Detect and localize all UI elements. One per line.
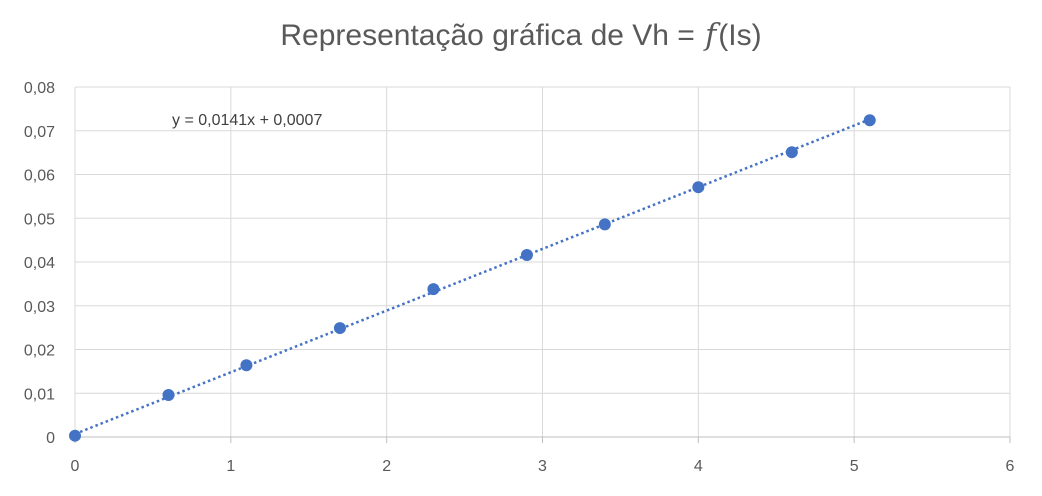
data-point [427, 283, 440, 296]
y-tick-label: 0,05 [24, 211, 55, 228]
y-tick-label: 0,03 [24, 299, 55, 316]
chart-title-prefix: Representação gráfica de Vh = [280, 19, 704, 52]
data-point [692, 181, 705, 194]
y-tick-label: 0,06 [24, 168, 55, 185]
y-tick-label: 0,04 [24, 255, 55, 272]
data-point [162, 389, 175, 401]
x-tick-label: 1 [226, 458, 235, 475]
chart-title-suffix: (Is) [718, 19, 762, 52]
data-point [520, 249, 533, 261]
chart-title: Representação gráfica de Vh = f(Is) [0, 18, 1042, 53]
data-point [69, 429, 81, 442]
chart-title-function: f [705, 18, 717, 53]
x-tick-label: 2 [382, 458, 391, 475]
data-point [598, 218, 611, 231]
data-point [240, 359, 253, 372]
y-tick-label: 0,08 [24, 80, 55, 97]
y-tick-label: 0,01 [24, 386, 55, 403]
y-tick-label: 0,07 [24, 124, 55, 141]
y-tick-label: 0 [46, 430, 55, 447]
trendline [74, 118, 871, 436]
x-tick-label: 5 [850, 458, 859, 475]
x-tick-label: 4 [694, 458, 703, 475]
x-tick-label: 3 [538, 458, 547, 475]
data-point [333, 322, 346, 335]
trendline-equation: y = 0,0141x + 0,0007 [172, 112, 322, 129]
x-tick-label: 0 [71, 458, 80, 475]
x-tick-label: 6 [1006, 458, 1015, 475]
y-tick-label: 0,02 [24, 343, 55, 360]
data-point [785, 146, 798, 159]
data-point [863, 114, 876, 127]
